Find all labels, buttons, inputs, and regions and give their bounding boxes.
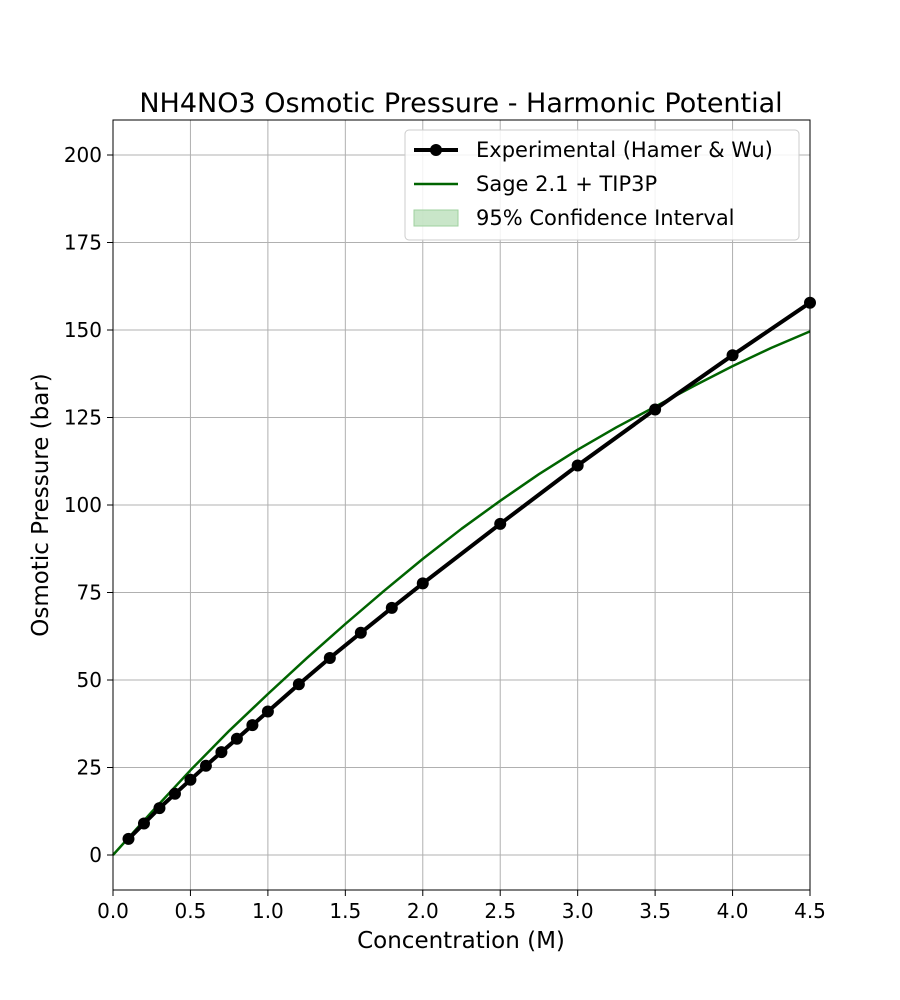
experimental-point: [246, 719, 259, 732]
chart-title: NH4NO3 Osmotic Pressure - Harmonic Poten…: [139, 88, 782, 119]
experimental-point: [261, 705, 274, 718]
legend-marker-experimental: [430, 144, 442, 156]
y-tick-label: 200: [64, 143, 102, 167]
legend-label-sage: Sage 2.1 + TIP3P: [476, 172, 657, 196]
x-tick-label: 2.0: [407, 899, 439, 923]
y-tick-label: 25: [77, 756, 102, 780]
experimental-point: [385, 601, 398, 614]
experimental-point: [184, 773, 197, 786]
y-axis-label: Osmotic Pressure (bar): [28, 373, 54, 637]
experimental-point: [323, 651, 336, 664]
x-tick-label: 0.5: [175, 899, 207, 923]
experimental-point: [137, 817, 150, 830]
x-tick-label: 3.5: [639, 899, 671, 923]
experimental-point: [416, 577, 429, 590]
experimental-point: [199, 759, 212, 772]
x-tick-label: 3.0: [562, 899, 594, 923]
y-tick-label: 175: [64, 231, 102, 255]
x-tick-label: 4.0: [717, 899, 749, 923]
y-tick-label: 50: [77, 668, 102, 692]
experimental-point: [230, 732, 243, 745]
experimental-point: [571, 459, 584, 472]
y-tick-label: 100: [64, 493, 102, 517]
x-axis-label: Concentration (M): [357, 928, 565, 954]
experimental-line: [127, 301, 812, 841]
experimental-point: [215, 746, 228, 759]
legend-label-confidence: 95% Confidence Interval: [476, 206, 735, 230]
x-tick-label: 0.0: [97, 899, 129, 923]
x-tick-label: 2.5: [484, 899, 516, 923]
sage-tip3p-line: [112, 330, 811, 856]
experimental-point: [153, 802, 166, 815]
y-tick-label: 75: [77, 581, 102, 605]
experimental-point: [292, 678, 305, 691]
legend: Experimental (Hamer & Wu) Sage 2.1 + TIP…: [404, 129, 800, 241]
y-tick-label: 150: [64, 318, 102, 342]
experimental-point: [494, 517, 507, 530]
legend-box: [404, 129, 800, 241]
y-tick-label: 125: [64, 406, 102, 430]
experimental-point: [168, 787, 181, 800]
experimental-point: [354, 626, 367, 639]
grid: [112, 120, 811, 890]
series-layer: [112, 296, 816, 856]
experimental-point: [726, 349, 739, 362]
x-tick-label: 4.5: [794, 899, 826, 923]
experimental-point: [649, 403, 662, 416]
experimental-point: [122, 832, 135, 845]
x-tick-label: 1.5: [329, 899, 361, 923]
y-tick-label: 0: [89, 843, 102, 867]
x-tick-label: 1.0: [252, 899, 284, 923]
legend-label-experimental: Experimental (Hamer & Wu): [476, 138, 773, 162]
legend-swatch-confidence: [413, 209, 459, 227]
ticks: 0.0 0.5 1.0 1.5 2.0 2.5 3.0 3.5 4.0 4.5 0 25 50 75 100…: [64, 143, 826, 923]
